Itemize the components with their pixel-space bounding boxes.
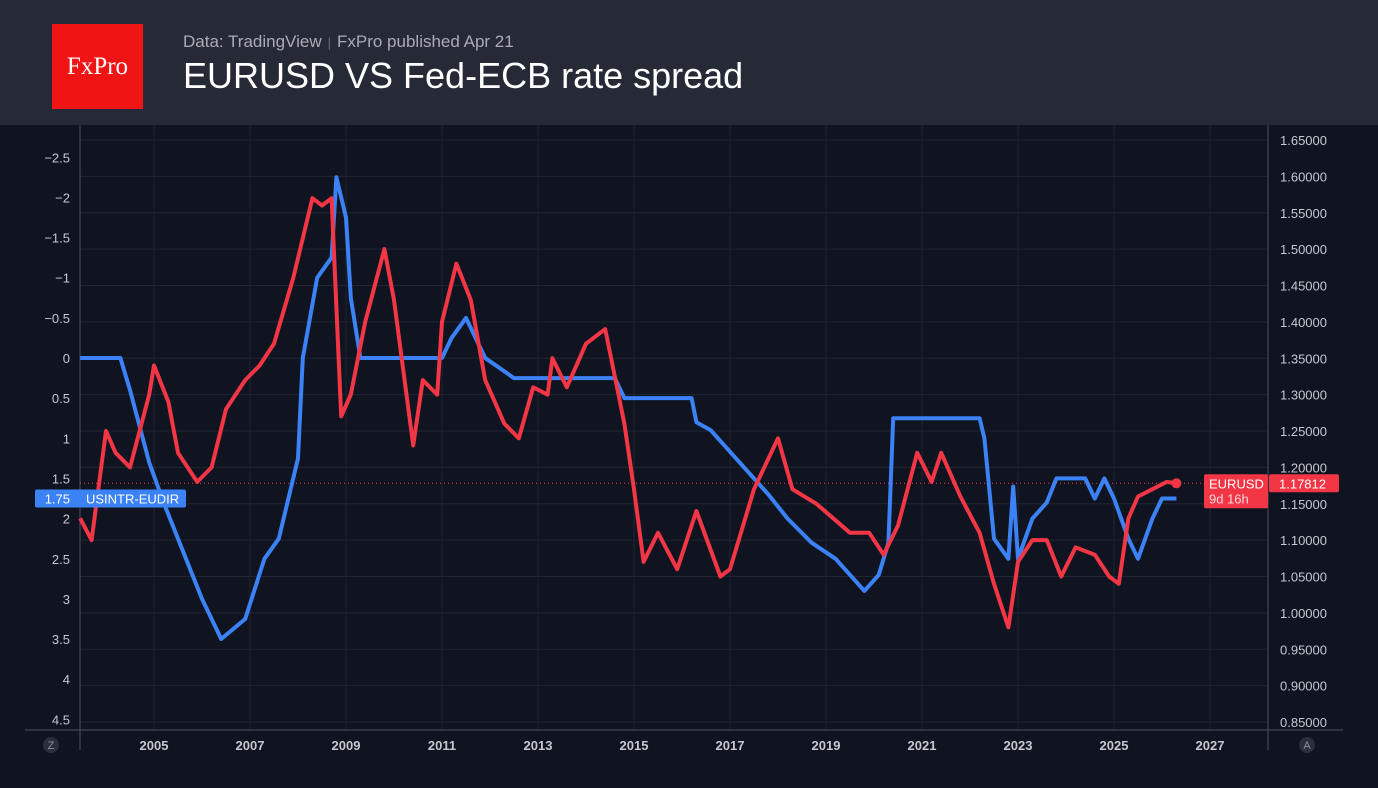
- spread-series-name: USINTR-EUDIR: [86, 492, 179, 507]
- right-axis-tick: 1.15000: [1280, 497, 1327, 512]
- eurusd-price-box: [1269, 474, 1339, 493]
- right-axis-tick: 1.20000: [1280, 460, 1327, 475]
- chart-title: EURUSD VS Fed-ECB rate spread: [183, 55, 744, 96]
- left-axis-tick: −2.5: [44, 150, 70, 165]
- data-source: Data: TradingView: [183, 32, 322, 51]
- right-axis-tick: 1.40000: [1280, 315, 1327, 330]
- header: FxPro Data: TradingView | FxPro published …: [0, 0, 1378, 125]
- eurusd-name-box: [1204, 474, 1268, 509]
- right-axis-tick: 1.65000: [1280, 133, 1327, 148]
- left-axis-tick: 1.5: [52, 471, 70, 486]
- left-axis-tick: 0.5: [52, 391, 70, 406]
- chart[interactable]: −2.5 −2 −1.5 −1 −0.5 0 0.5 1 1.5 2 2.5 3 3.5 4 4.5 1.65…: [0, 125, 1378, 788]
- right-axis-tick: 1.45000: [1280, 279, 1327, 294]
- right-axis-tick: 0.90000: [1280, 679, 1327, 694]
- spread-label-box: [35, 489, 186, 508]
- right-axis-tick: 1.10000: [1280, 533, 1327, 548]
- right-axis-tick: 1.05000: [1280, 570, 1327, 585]
- separator: |: [327, 35, 331, 50]
- auto-scale-button-left: [43, 737, 59, 753]
- x-axis-tick: 2015: [620, 738, 649, 753]
- left-axis-tick: −0.5: [44, 311, 70, 326]
- left-axis-tick: 2.5: [52, 552, 70, 567]
- left-axis-tick: −2: [55, 190, 70, 205]
- x-axis-tick: 2021: [908, 738, 937, 753]
- subtitle: Data: TradingView | FxPro published Apr 21: [183, 32, 514, 52]
- left-axis-tick: 3: [63, 592, 70, 607]
- last-price-dot: [1171, 478, 1182, 489]
- x-axis-tick: 2025: [1100, 738, 1129, 753]
- right-axis-tick: 0.85000: [1280, 715, 1327, 730]
- auto-scale-button-right: [1299, 737, 1315, 753]
- right-axis-tick: 1.50000: [1280, 242, 1327, 257]
- right-axis-tick: 1.00000: [1280, 606, 1327, 621]
- x-axis-tick: 2013: [524, 738, 553, 753]
- eurusd-series-name: EURUSD: [1209, 476, 1264, 491]
- left-axis-tick: 4.5: [52, 712, 70, 727]
- right-axis-tick: 1.55000: [1280, 206, 1327, 221]
- x-axis-tick: 2017: [716, 738, 745, 753]
- right-axis-tick: 0.95000: [1280, 642, 1327, 657]
- left-axis-tick: 0: [63, 351, 70, 366]
- x-axis-tick: 2027: [1196, 738, 1225, 753]
- x-axis-tick: 2007: [236, 738, 265, 753]
- series-line-usintr-eudir: [80, 175, 1177, 641]
- x-axis-tick: 2023: [1004, 738, 1033, 753]
- auto-scale-label-left: Z: [48, 740, 55, 752]
- fxpro-logo: FxPro: [52, 24, 143, 109]
- left-axis-tick: 2: [63, 512, 70, 527]
- bar-countdown: 9d 16h: [1209, 491, 1249, 506]
- x-axis-tick: 2009: [332, 738, 361, 753]
- right-axis-tick: 1.60000: [1280, 169, 1327, 184]
- x-axis-tick: 2005: [140, 738, 169, 753]
- left-axis-tick: 4: [63, 672, 70, 687]
- left-axis-tick: −1: [55, 271, 70, 286]
- right-axis-tick: 1.35000: [1280, 351, 1327, 366]
- published-date: FxPro published Apr 21: [337, 32, 514, 51]
- spread-last-value: 1.75: [45, 492, 70, 507]
- eurusd-last-value: 1.17812: [1279, 476, 1326, 491]
- x-axis-tick: 2019: [812, 738, 841, 753]
- x-axis-tick: 2011: [428, 738, 456, 753]
- right-axis-tick: 1.30000: [1280, 388, 1327, 403]
- left-axis-tick: −1.5: [44, 231, 70, 246]
- left-axis-tick: 3.5: [52, 632, 70, 647]
- right-axis-tick: 1.25000: [1280, 424, 1327, 439]
- left-axis-tick: 1: [63, 431, 70, 446]
- series-line-eurusd: [78, 196, 1177, 630]
- auto-scale-label-right: A: [1303, 740, 1311, 752]
